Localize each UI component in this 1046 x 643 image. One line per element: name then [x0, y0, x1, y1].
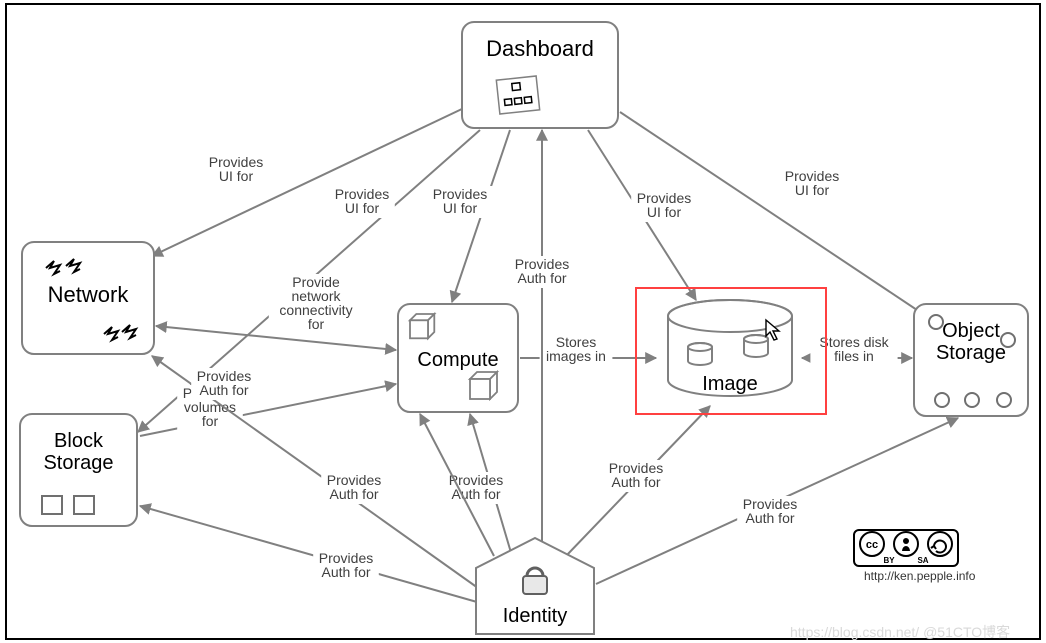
svg-text:http://ken.pepple.info: http://ken.pepple.info — [864, 569, 976, 583]
svg-text:Storage: Storage — [43, 452, 113, 474]
svg-text:Image: Image — [702, 373, 758, 395]
svg-text:SA: SA — [917, 556, 928, 565]
svg-text:Block: Block — [54, 430, 104, 452]
svg-text:Auth for: Auth for — [199, 382, 248, 398]
svg-text:images in: images in — [546, 348, 606, 364]
edge-dashboard-network — [152, 108, 464, 256]
svg-text:UI for: UI for — [345, 200, 380, 216]
edges-layer: ProvidesUI forProvidesUI forProvidesUI f… — [138, 108, 958, 604]
svg-text:Object: Object — [942, 320, 1000, 342]
svg-text:UI for: UI for — [795, 182, 830, 198]
svg-text:Auth for: Auth for — [611, 474, 660, 490]
svg-text:Auth for: Auth for — [321, 564, 370, 580]
svg-text:Identity: Identity — [503, 605, 567, 627]
svg-text:for: for — [308, 316, 325, 332]
cc-badge: cc BY SA http://ken.pepple.info — [854, 530, 976, 583]
svg-text:BY: BY — [883, 556, 895, 565]
svg-text:cc: cc — [866, 539, 878, 551]
svg-text:Auth for: Auth for — [745, 510, 794, 526]
svg-text:Compute: Compute — [417, 349, 498, 371]
svg-text:Network: Network — [48, 282, 130, 307]
svg-text:Storage: Storage — [936, 342, 1006, 364]
svg-text:UI for: UI for — [443, 200, 478, 216]
svg-text:Auth for: Auth for — [329, 486, 378, 502]
svg-text:UI for: UI for — [219, 168, 254, 184]
svg-text:UI for: UI for — [647, 204, 682, 220]
node-image: Image — [668, 300, 792, 396]
svg-text:Auth for: Auth for — [517, 270, 566, 286]
svg-text:for: for — [202, 413, 219, 429]
svg-text:Dashboard: Dashboard — [486, 36, 594, 61]
svg-text:files in: files in — [834, 348, 874, 364]
